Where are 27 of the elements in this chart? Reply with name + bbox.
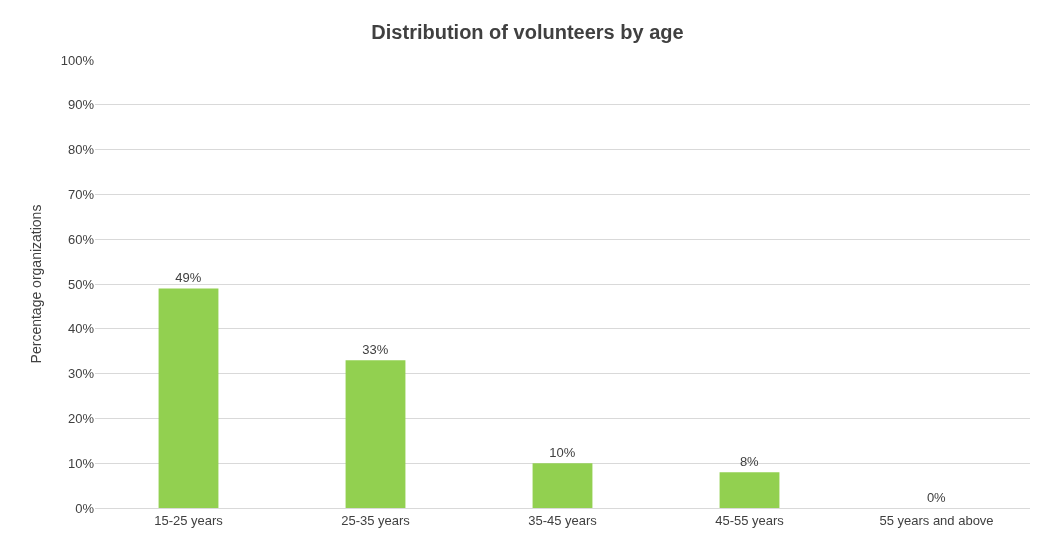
bar — [719, 472, 780, 508]
y-tick-label: 80% — [67, 142, 95, 158]
data-label: 10% — [549, 445, 576, 461]
data-label: 49% — [175, 270, 202, 286]
x-tick-label: 25-35 years — [341, 512, 411, 528]
y-tick-label: 10% — [67, 455, 95, 471]
bar — [345, 360, 406, 508]
y-tick-label: 40% — [67, 321, 95, 337]
bar — [158, 288, 219, 508]
data-label: 8% — [739, 454, 760, 470]
y-tick-label: 70% — [67, 186, 95, 202]
y-tick-label: 0% — [75, 500, 95, 516]
data-label: 0% — [926, 490, 947, 505]
bar — [532, 463, 593, 508]
y-tick-label: 50% — [67, 276, 95, 292]
y-axis-title: Percentage organizations — [28, 204, 45, 364]
x-tick-label: 35-45 years — [528, 512, 598, 528]
y-tick-label: 30% — [67, 366, 95, 382]
y-tick-label: 90% — [67, 97, 95, 113]
y-tick-label: 60% — [67, 231, 95, 247]
x-tick-label: 15-25 years — [154, 512, 224, 528]
x-tick-label: 45-55 years — [715, 512, 785, 528]
data-label: 33% — [362, 342, 389, 358]
x-tick-label: 55 years and above — [879, 512, 994, 528]
y-tick-label: 100% — [60, 52, 95, 68]
chart-title: Distribution of volunteers by age — [371, 20, 684, 43]
y-tick-label: 20% — [67, 410, 95, 426]
